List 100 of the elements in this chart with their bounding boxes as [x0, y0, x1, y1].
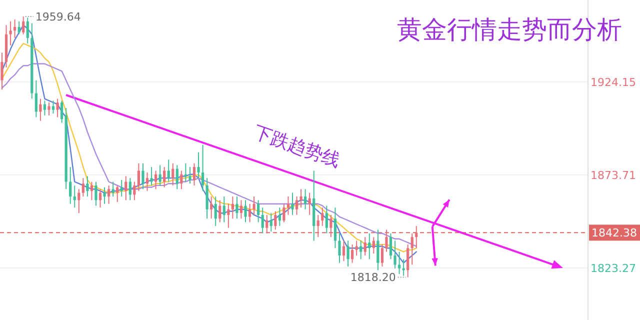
candlestick	[291, 192, 294, 216]
candlestick	[133, 181, 136, 201]
candlestick	[364, 236, 366, 256]
candlestick	[210, 196, 213, 220]
candlestick	[90, 181, 94, 201]
candlestick	[201, 144, 204, 192]
candlestick	[236, 196, 238, 220]
y-tick-label: 1873.71	[590, 168, 636, 182]
candlestick	[398, 251, 401, 274]
candlestick	[48, 102, 50, 116]
candlestick	[137, 162, 140, 192]
candlestick	[176, 164, 178, 190]
ref-line-label: 1842.38	[592, 226, 637, 240]
candlestick	[278, 207, 281, 226]
candlestick	[78, 188, 80, 214]
candlestick	[376, 229, 380, 271]
candlestick	[180, 170, 183, 190]
candlestick	[372, 236, 375, 254]
candlestick	[124, 176, 128, 201]
candlestick	[325, 205, 328, 234]
candlestick	[163, 166, 166, 188]
candlestick	[261, 207, 264, 234]
candlestick	[158, 164, 162, 186]
candlestick	[368, 232, 371, 260]
candlestick	[274, 210, 277, 230]
candlestick	[0, 52, 4, 90]
candlestick	[9, 20, 12, 46]
candlestick	[304, 188, 307, 210]
candlestick	[108, 184, 110, 204]
candlestick	[316, 214, 320, 238]
candlestick	[26, 17, 29, 44]
candlestick	[346, 240, 350, 268]
candlestick	[360, 240, 362, 260]
candlestick	[308, 192, 311, 216]
candlestick	[150, 166, 153, 186]
candlestick	[197, 152, 200, 179]
candlestick	[172, 162, 174, 186]
candlestick	[355, 240, 358, 256]
candlestick	[248, 203, 252, 223]
candlestick	[120, 179, 123, 197]
candlestick	[154, 170, 158, 190]
candlestick	[389, 232, 392, 260]
candlestick	[334, 207, 337, 249]
candlestick	[330, 214, 332, 238]
candlestick	[112, 181, 114, 197]
candlestick	[43, 100, 46, 116]
candlestick	[18, 20, 20, 35]
candlestick	[116, 184, 119, 203]
candlestick	[227, 203, 230, 228]
candlestick	[73, 184, 76, 208]
candlestick	[94, 181, 98, 206]
y-tick-label: 1924.15	[590, 76, 636, 89]
candlestick	[188, 166, 192, 184]
candlestick	[103, 186, 106, 204]
candlestick	[214, 196, 217, 226]
candlestick	[415, 225, 418, 249]
candlestick	[192, 162, 196, 186]
candlestick	[252, 196, 256, 216]
candlestick	[394, 240, 396, 269]
candlestick	[257, 200, 260, 223]
candlestick	[56, 98, 59, 118]
candlestick	[222, 196, 226, 223]
candlestick	[34, 80, 38, 118]
candlestick	[86, 176, 89, 197]
candlestick	[351, 244, 354, 264]
candlestick	[22, 16, 25, 35]
candlestick	[244, 200, 247, 223]
annotation: 1818.20	[350, 271, 396, 284]
candlestick	[231, 196, 234, 220]
candlestick	[321, 207, 324, 226]
candlestick	[295, 196, 298, 216]
candlestick	[82, 178, 84, 197]
candlestick	[385, 229, 388, 252]
candlestick	[142, 162, 144, 190]
candlestick	[98, 188, 102, 208]
candlestick	[266, 214, 268, 234]
candlestick	[39, 98, 42, 122]
candlestick	[240, 200, 243, 220]
candlestick	[300, 188, 302, 208]
y-tick-label: 1823.27	[590, 262, 636, 275]
candlestick	[69, 166, 72, 204]
candlestick	[128, 178, 132, 201]
annotation: 1959.64	[35, 10, 81, 24]
annotation: 下跌趋势线	[250, 122, 343, 172]
candlestick	[338, 232, 341, 264]
candlestick	[206, 178, 208, 220]
candlestick	[60, 100, 64, 124]
candlestick	[270, 212, 272, 232]
candlestick	[146, 172, 149, 192]
candlestick	[406, 244, 410, 278]
candlestick	[52, 100, 55, 114]
candlestick	[282, 203, 286, 223]
candlestick	[410, 232, 414, 266]
text: 黄金行情走势而分析	[397, 15, 622, 44]
candlestick	[218, 200, 222, 223]
candlestick	[342, 240, 346, 262]
candlestick	[14, 19, 16, 38]
candlestick	[286, 196, 290, 216]
candlestick	[380, 244, 384, 268]
candlestick	[167, 159, 170, 182]
